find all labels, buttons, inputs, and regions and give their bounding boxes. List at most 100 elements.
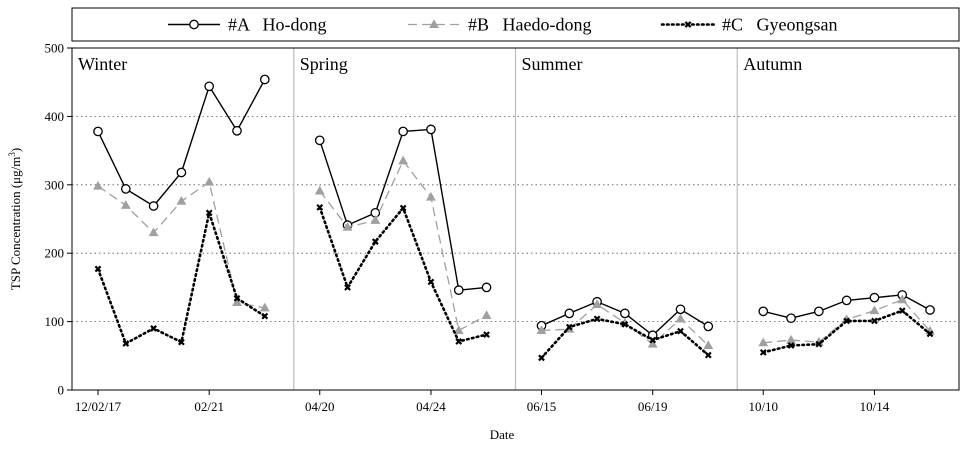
data-point xyxy=(536,325,547,334)
series-layer xyxy=(93,74,935,362)
data-point xyxy=(176,167,187,178)
data-point xyxy=(316,203,324,211)
x-tick-label: 04/20 xyxy=(305,399,335,414)
x-tick-label: 10/10 xyxy=(748,399,778,414)
data-point xyxy=(93,126,103,137)
data-point xyxy=(122,340,130,347)
data-point xyxy=(786,313,796,324)
data-point xyxy=(261,312,269,320)
data-point xyxy=(897,294,908,304)
data-point xyxy=(675,304,686,315)
series-1 xyxy=(93,74,935,341)
data-point xyxy=(787,342,795,349)
legend-marker xyxy=(684,21,692,28)
data-point xyxy=(176,196,187,205)
season-dividers xyxy=(293,48,738,390)
data-point xyxy=(314,185,325,195)
data-point xyxy=(538,354,545,362)
data-point xyxy=(344,284,351,291)
legend-label: #C Gyeongsan xyxy=(722,15,838,35)
data-point xyxy=(759,349,767,356)
y-axis-title-text: TSP Concentration (μg/m xyxy=(8,157,23,291)
data-point xyxy=(621,320,629,328)
data-point xyxy=(675,313,686,323)
data-point xyxy=(786,334,796,344)
data-point xyxy=(926,330,934,338)
data-point xyxy=(398,126,408,137)
data-point xyxy=(703,321,714,332)
data-point xyxy=(399,204,407,212)
data-point xyxy=(483,331,490,338)
grid-lines xyxy=(72,116,959,323)
series-3 xyxy=(94,203,934,362)
data-point xyxy=(843,317,851,325)
x-tick-label: 10/14 xyxy=(860,399,890,414)
data-point xyxy=(398,155,409,165)
legend-item: #C Gyeongsan xyxy=(660,15,838,35)
data-point xyxy=(925,305,935,315)
data-point xyxy=(758,306,769,317)
legend-item: #B Haedo-dong xyxy=(408,15,591,35)
legend-item: #A Ho-dong xyxy=(168,15,327,35)
data-point xyxy=(453,325,464,334)
data-point xyxy=(205,209,213,217)
season-label: Spring xyxy=(300,54,348,74)
data-point xyxy=(148,227,159,237)
season-label: Summer xyxy=(522,54,583,74)
data-point xyxy=(703,340,714,350)
data-point xyxy=(120,184,131,194)
plot-frame xyxy=(71,47,960,391)
legend-marker xyxy=(429,19,439,29)
season-label: Autumn xyxy=(743,54,802,74)
data-point xyxy=(93,180,103,190)
data-point xyxy=(259,74,270,85)
y-axis-title-superscript: 3 xyxy=(7,152,17,157)
data-point xyxy=(259,302,270,312)
y-tick-label: 400 xyxy=(45,109,65,124)
data-point xyxy=(481,310,492,319)
data-point xyxy=(455,338,463,345)
data-point xyxy=(233,294,241,302)
data-point xyxy=(813,306,824,317)
data-point xyxy=(620,308,630,319)
data-point xyxy=(453,285,464,295)
data-point xyxy=(565,323,573,331)
y-tick-label: 300 xyxy=(45,177,65,192)
legend: #A Ho-dong #B Haedo-dong #C Gyeongsan xyxy=(168,15,838,35)
legend-label: #A Ho-dong xyxy=(228,15,327,35)
data-point xyxy=(758,337,769,347)
x-tick-label: 02/21 xyxy=(194,399,224,414)
x-axis-title: Date xyxy=(490,427,515,442)
data-point xyxy=(704,351,712,359)
data-point xyxy=(204,176,215,186)
data-point xyxy=(592,299,603,309)
x-tick-label: 06/19 xyxy=(638,399,668,414)
data-point xyxy=(649,336,657,344)
data-point xyxy=(898,307,906,315)
data-point xyxy=(370,215,381,224)
data-point xyxy=(148,201,159,211)
data-point xyxy=(564,308,575,319)
data-point xyxy=(677,327,684,335)
data-point xyxy=(869,305,880,315)
data-point xyxy=(120,200,131,209)
y-axis-title-end: ) xyxy=(8,148,23,152)
legend-label: #B Haedo-dong xyxy=(468,15,591,35)
data-point xyxy=(178,338,185,346)
y-tick-label: 500 xyxy=(45,41,65,56)
data-point xyxy=(481,282,492,293)
data-point xyxy=(371,238,379,245)
data-point xyxy=(841,295,852,306)
data-point xyxy=(647,338,658,348)
x-tick-label: 04/24 xyxy=(416,399,446,414)
data-point xyxy=(869,292,880,303)
data-point xyxy=(342,221,353,231)
data-point xyxy=(314,135,325,146)
data-point xyxy=(426,191,436,201)
data-point xyxy=(232,125,242,136)
season-label: Winter xyxy=(78,54,127,74)
y-tick-label: 200 xyxy=(45,246,65,261)
legend-marker xyxy=(189,19,199,30)
data-point xyxy=(427,278,435,286)
axes: 0 100 200 300 400 500 12/02/17 02/21 04/20 04/24 0… xyxy=(45,41,890,415)
